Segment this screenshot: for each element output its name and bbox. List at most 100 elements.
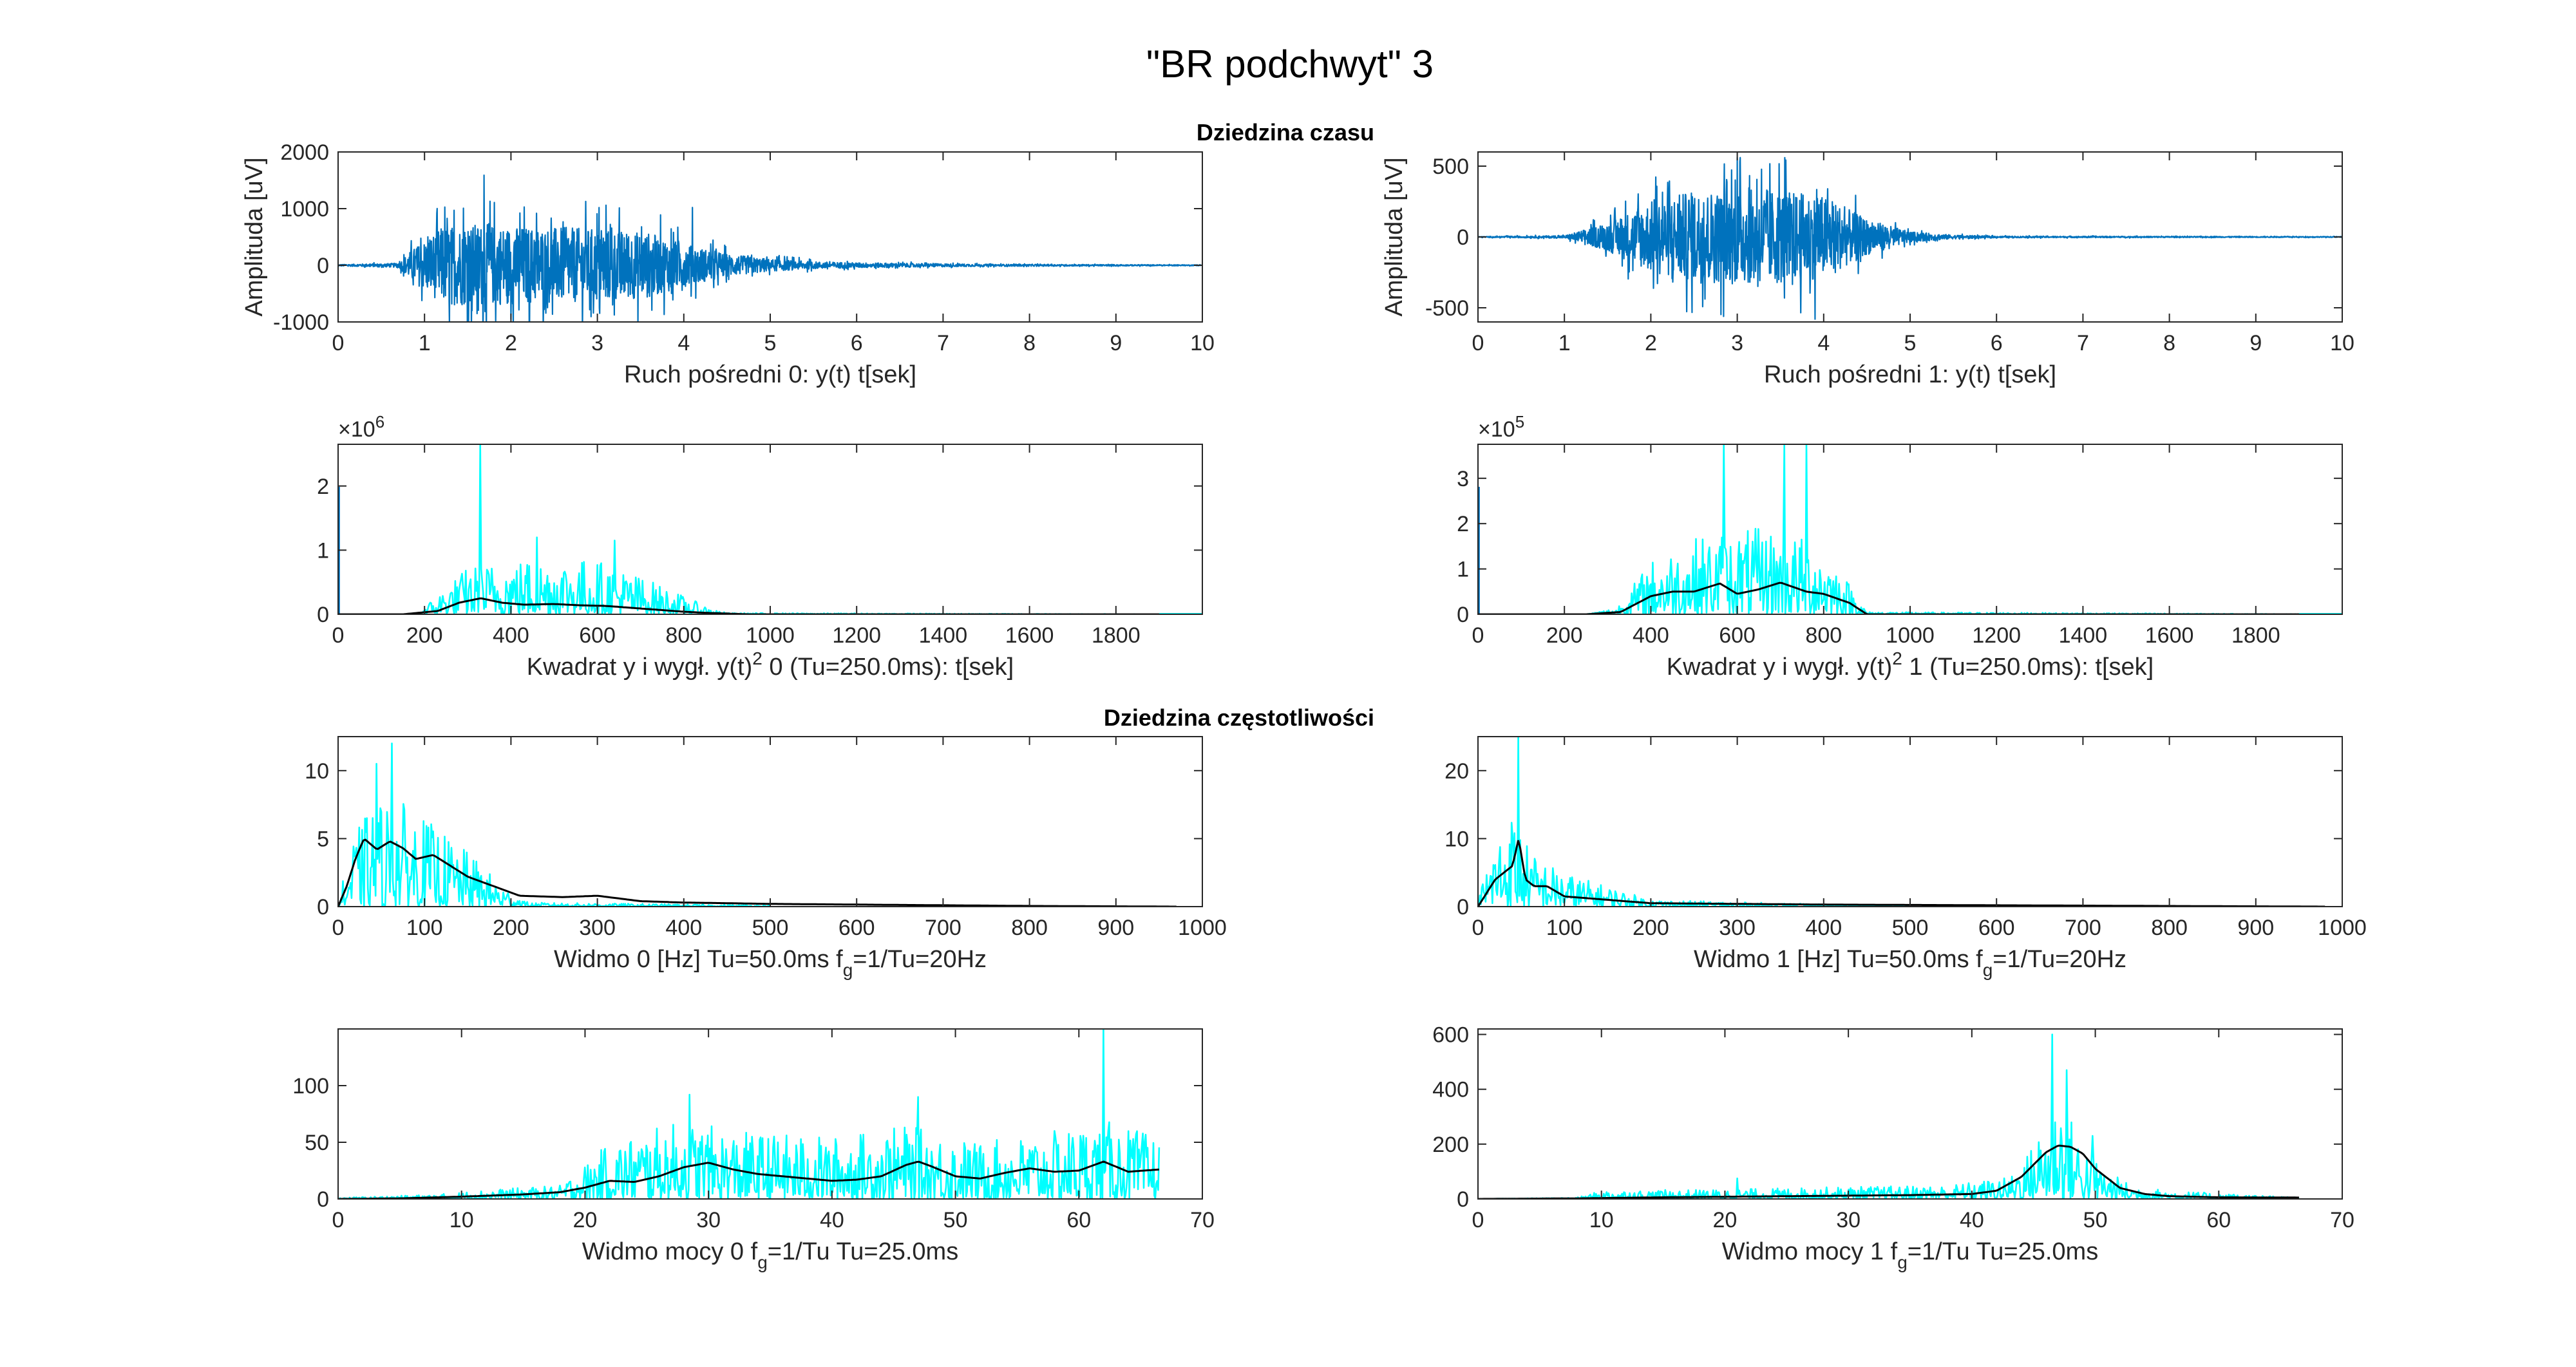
panel-spec-1: 0 100 200 300 400 500 600 700 800 900 1000 0 10 20 Wid…	[1444, 736, 2367, 980]
x-tick-label: 7	[937, 331, 949, 355]
x-tick-label: 500	[1892, 916, 1929, 940]
x-tick-label: 1800	[1092, 623, 1141, 648]
series-raw	[338, 174, 1202, 322]
x-tick-label: 600	[579, 623, 616, 648]
x-tick-label: 200	[1633, 916, 1669, 940]
x-axis-label: Widmo 1 [Hz] Tu=50.0ms fg=1/Tu=20Hz	[1694, 946, 2126, 980]
y-tick-label: 0	[317, 603, 329, 627]
y-tick-label: 100	[292, 1074, 329, 1098]
series-smoothed	[1478, 581, 2299, 614]
x-tick-label: 3	[591, 331, 603, 355]
x-tick-label: 100	[406, 916, 443, 940]
x-tick-label: 1200	[1972, 623, 2021, 648]
x-tick-label: 7	[2077, 331, 2089, 355]
x-tick-label: 0	[332, 916, 345, 940]
y-tick-label: 0	[317, 254, 329, 278]
x-tick-label: 20	[1713, 1208, 1738, 1232]
x-tick-label: 300	[1719, 916, 1756, 940]
y-tick-label: 0	[317, 1187, 329, 1212]
x-tick-label: 0	[332, 623, 345, 648]
plot-area	[338, 1029, 1160, 1199]
panel-sq-1: 0 200 400 600 800 1000 1200 1400 1600 1800 0 1 2 3 ×10…	[1457, 412, 2343, 681]
series-smoothed	[338, 597, 1159, 614]
x-tick-label: 1000	[1178, 916, 1227, 940]
x-tick-label: 0	[332, 331, 345, 355]
x-tick-label: 1600	[2145, 623, 2194, 648]
x-tick-label: 6	[851, 331, 863, 355]
section-label-time: Dziedzina czasu	[1197, 119, 1374, 146]
x-tick-label: 50	[2083, 1208, 2108, 1232]
y-tick-label: 10	[1444, 827, 1469, 851]
x-tick-label: 8	[1023, 331, 1036, 355]
y-tick-label: 0	[1457, 1187, 1469, 1212]
y-tick-label: 600	[1432, 1023, 1469, 1048]
x-tick-label: 400	[1633, 623, 1669, 648]
y-tick-label: 0	[1457, 603, 1469, 627]
y-tick-label: 1	[1457, 558, 1469, 582]
axes-box	[1477, 1028, 2343, 1200]
x-tick-label: 40	[1960, 1208, 1984, 1232]
x-axis-label: Widmo mocy 1 fg=1/Tu Tu=25.0ms	[1722, 1238, 2098, 1272]
y-tick-label: 0	[317, 895, 329, 919]
x-tick-label: 700	[925, 916, 961, 940]
figure-title: "BR podchwyt" 3	[1146, 42, 1434, 86]
x-tick-label: 10	[450, 1208, 474, 1232]
x-tick-label: 30	[696, 1208, 721, 1232]
y-tick-label: 400	[1432, 1078, 1469, 1102]
y-tick-label: 2	[317, 475, 329, 499]
series-raw	[1478, 156, 2342, 320]
x-tick-label: 60	[1066, 1208, 1091, 1232]
x-tick-label: 2	[505, 331, 517, 355]
x-tick-label: 0	[1472, 331, 1484, 355]
x-tick-label: 10	[1589, 1208, 1614, 1232]
x-tick-label: 1000	[2318, 916, 2367, 940]
x-tick-label: 0	[1472, 623, 1484, 648]
x-tick-label: 0	[332, 1208, 345, 1232]
y-tick-label: 2	[1457, 512, 1469, 536]
x-tick-label: 1	[419, 331, 431, 355]
x-tick-label: 1	[1558, 331, 1571, 355]
plot-area	[338, 174, 1202, 322]
x-tick-label: 6	[1991, 331, 2003, 355]
x-tick-label: 1800	[2231, 623, 2280, 648]
x-tick-label: 600	[838, 916, 875, 940]
plot-area	[1478, 1033, 2300, 1199]
x-tick-label: 0	[1472, 1208, 1484, 1232]
x-tick-label: 9	[2249, 331, 2262, 355]
section-label-frequency: Dziedzina częstotliwości	[1104, 704, 1374, 731]
x-axis-label: Widmo mocy 0 fg=1/Tu Tu=25.0ms	[582, 1238, 958, 1272]
x-tick-label: 70	[1190, 1208, 1215, 1232]
x-tick-label: 30	[1836, 1208, 1861, 1232]
x-tick-label: 800	[2151, 916, 2188, 940]
x-tick-label: 400	[1805, 916, 1842, 940]
x-tick-label: 10	[2330, 331, 2354, 355]
x-tick-label: 50	[943, 1208, 968, 1232]
x-tick-label: 700	[2065, 916, 2101, 940]
x-axis-label: Ruch pośredni 1: y(t) t[sek]	[1764, 361, 2056, 388]
x-tick-label: 900	[1097, 916, 1134, 940]
x-tick-label: 200	[493, 916, 529, 940]
x-tick-label: 2	[1645, 331, 1657, 355]
panel-power-1: 0 10 20 30 40 50 60 70 0 200 400 600 Widmo mocy 1 fg…	[1432, 1023, 2354, 1272]
y-tick-label: -500	[1425, 296, 1469, 321]
x-tick-label: 0	[1472, 916, 1484, 940]
x-tick-label: 1000	[1886, 623, 1935, 648]
x-tick-label: 400	[493, 623, 529, 648]
y-tick-label: 1	[317, 538, 329, 563]
series-smoothed	[338, 1160, 1160, 1199]
x-tick-label: 8	[2163, 331, 2175, 355]
x-tick-label: 800	[665, 623, 702, 648]
x-tick-label: 300	[579, 916, 616, 940]
x-tick-label: 200	[406, 623, 443, 648]
x-tick-label: 1400	[2059, 623, 2108, 648]
x-tick-label: 10	[1190, 331, 1215, 355]
x-tick-label: 800	[1011, 916, 1048, 940]
y-tick-label: 500	[1432, 155, 1469, 179]
x-tick-label: 400	[665, 916, 702, 940]
y-tick-label: 200	[1432, 1133, 1469, 1157]
y-tick-label: 5	[317, 827, 329, 851]
x-tick-label: 4	[1817, 331, 1830, 355]
